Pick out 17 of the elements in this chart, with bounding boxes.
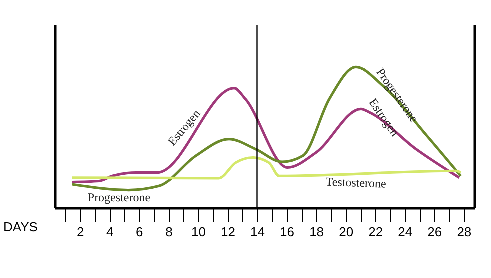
x-tick-label: 22 <box>368 224 384 240</box>
x-tick-label: 6 <box>136 224 144 240</box>
x-tick-label: 16 <box>280 224 295 240</box>
series-label: Testosterone <box>326 174 387 191</box>
x-tick-label: 20 <box>339 224 354 240</box>
x-tick-label: 18 <box>310 224 324 240</box>
x-tick-label: 8 <box>166 224 173 240</box>
x-tick-label: 4 <box>106 224 114 240</box>
x-tick-label: 2 <box>76 224 84 240</box>
x-tick-label: 12 <box>220 224 236 240</box>
x-tick-label: 10 <box>191 224 206 240</box>
x-tick-label: 28 <box>457 224 472 240</box>
x-tick-label: 26 <box>428 224 442 240</box>
series-label: Progesterone <box>88 190 151 204</box>
x-axis-title: DAYS <box>4 220 38 234</box>
x-tick-label: 24 <box>398 224 413 240</box>
x-tick-label: 14 <box>250 224 265 240</box>
